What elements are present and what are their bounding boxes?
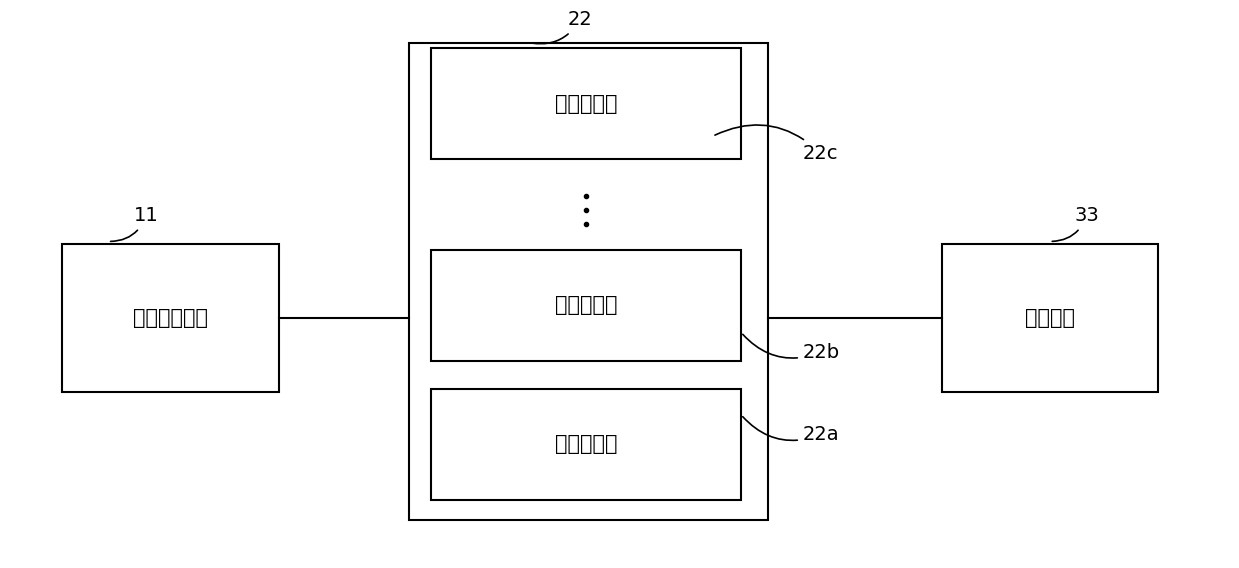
Text: 33: 33 bbox=[1052, 206, 1099, 241]
Bar bbox=[431, 48, 741, 159]
Bar bbox=[62, 244, 279, 392]
Text: 22: 22 bbox=[532, 10, 592, 44]
Text: 噪声分析仪: 噪声分析仪 bbox=[555, 295, 617, 315]
Text: 噪声分析仪: 噪声分析仪 bbox=[555, 94, 617, 114]
Bar bbox=[409, 43, 768, 520]
Text: 22b: 22b bbox=[742, 335, 840, 362]
Text: 22a: 22a bbox=[742, 417, 840, 444]
Text: 噪声模拟装置: 噪声模拟装置 bbox=[133, 308, 208, 328]
Text: 22c: 22c bbox=[715, 125, 839, 163]
Text: 11: 11 bbox=[110, 206, 159, 241]
Bar bbox=[431, 250, 741, 361]
Text: 噪声分析仪: 噪声分析仪 bbox=[555, 435, 617, 454]
Bar bbox=[431, 389, 741, 500]
Text: 终端设备: 终端设备 bbox=[1025, 308, 1075, 328]
Bar bbox=[942, 244, 1158, 392]
